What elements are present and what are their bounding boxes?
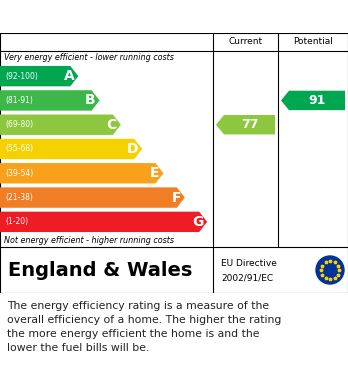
Text: Not energy efficient - higher running costs: Not energy efficient - higher running co… [4,236,174,245]
Text: (92-100): (92-100) [5,72,38,81]
Polygon shape [281,91,345,110]
Text: (81-91): (81-91) [5,96,33,105]
Polygon shape [0,163,164,183]
Polygon shape [0,139,142,159]
Circle shape [316,256,344,284]
Polygon shape [216,115,275,135]
Polygon shape [0,115,121,135]
Text: G: G [192,215,203,229]
Polygon shape [0,90,100,111]
Text: England & Wales: England & Wales [8,260,192,280]
Text: (55-68): (55-68) [5,145,33,154]
Text: Very energy efficient - lower running costs: Very energy efficient - lower running co… [4,53,174,62]
Text: Current: Current [228,38,262,47]
Text: Potential: Potential [293,38,333,47]
Text: 77: 77 [241,118,258,131]
Text: (69-80): (69-80) [5,120,33,129]
Text: EU Directive: EU Directive [221,258,277,267]
Text: B: B [85,93,96,108]
Text: The energy efficiency rating is a measure of the
overall efficiency of a home. T: The energy efficiency rating is a measur… [7,301,282,353]
Text: (39-54): (39-54) [5,169,33,178]
Text: D: D [127,142,138,156]
Text: (21-38): (21-38) [5,193,33,202]
Text: (1-20): (1-20) [5,217,28,226]
Text: E: E [150,166,159,180]
Polygon shape [0,187,185,208]
Text: F: F [171,190,181,204]
Text: 2002/91/EC: 2002/91/EC [221,274,273,283]
Text: A: A [64,69,74,83]
Text: Energy Efficiency Rating: Energy Efficiency Rating [9,9,210,24]
Text: 91: 91 [308,94,326,107]
Text: C: C [106,118,117,132]
Polygon shape [0,66,78,86]
Polygon shape [0,212,207,232]
